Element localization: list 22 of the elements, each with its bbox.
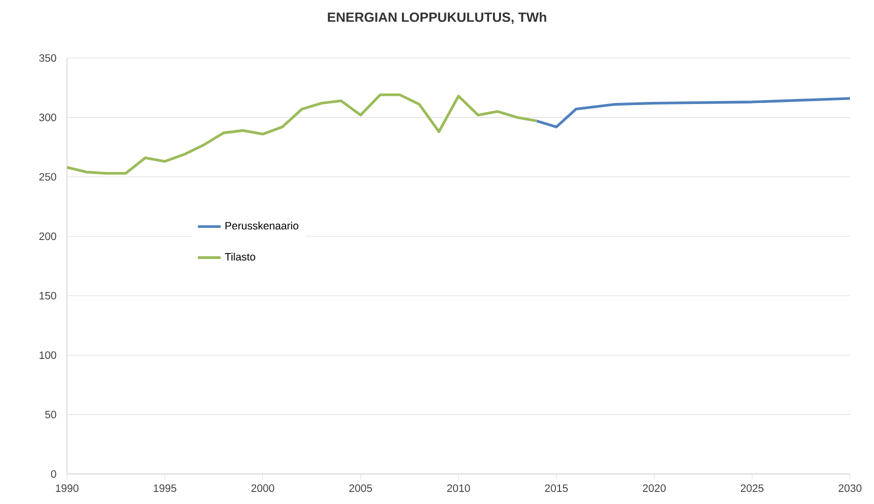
x-tick-label: 1995 — [154, 484, 176, 492]
line-series — [67, 94, 538, 175]
y-tick-label: 200 — [39, 232, 56, 240]
x-tick-label: 2005 — [349, 484, 372, 492]
x-tick-label: 2015 — [545, 484, 568, 492]
x-tick-label: 2030 — [838, 484, 862, 492]
x-tick-label: 2010 — [447, 484, 470, 492]
x-tick-label: 1990 — [56, 484, 78, 492]
y-tick-label: 250 — [39, 173, 56, 181]
legend-label: Tilasto — [224, 252, 256, 261]
x-tick-label: 2000 — [251, 484, 274, 492]
chart-title: ENERGIAN LOPPUKULUTUS, TWh — [328, 12, 546, 24]
x-tick-label: 2025 — [740, 484, 764, 492]
y-tick-label: 100 — [40, 351, 56, 359]
line-series — [535, 97, 850, 128]
y-tick-label: 350 — [39, 54, 56, 62]
legend-label: Perusskenaario — [226, 222, 298, 230]
y-tick-label: 50 — [45, 410, 56, 418]
x-tick-label: 2020 — [642, 484, 666, 492]
y-tick-label: 300 — [39, 114, 56, 122]
y-tick-label: 150 — [40, 292, 56, 300]
y-tick-label: 0 — [51, 470, 56, 478]
